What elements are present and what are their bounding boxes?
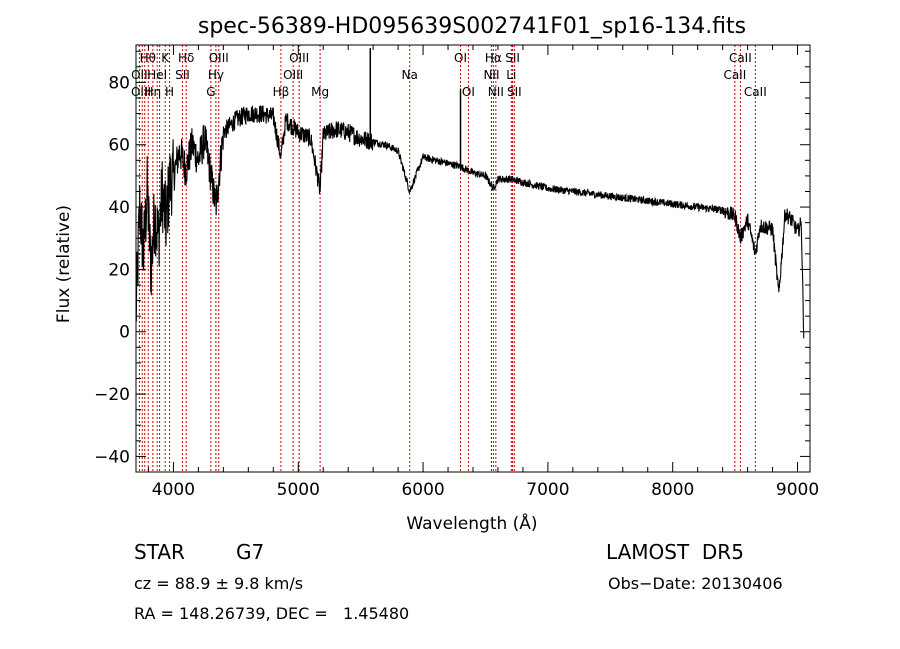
- chart-title: spec-56389-HD095639S002741F01_sp16-134.f…: [198, 14, 746, 39]
- line-marker-label: SII: [505, 51, 520, 65]
- plot-frame: [135, 44, 811, 473]
- line-marker-label: Hγ: [208, 68, 224, 82]
- line-marker-label: G: [206, 85, 215, 99]
- line-marker-label: OI: [454, 51, 467, 65]
- line-marker-label: OI: [462, 85, 475, 99]
- emission-line-markers: [138, 45, 756, 472]
- line-marker-label: Mg: [311, 85, 329, 99]
- line-marker-label: NII: [488, 85, 504, 99]
- y-tick-label: 80: [108, 73, 130, 93]
- spectral-subclass: G7: [236, 540, 265, 564]
- line-marker-label: Hβ: [273, 85, 290, 99]
- y-tick-label: 60: [108, 136, 130, 156]
- line-marker-label: CaII: [729, 51, 752, 65]
- x-tick-label: 9000: [776, 480, 819, 500]
- line-marker-label: Na: [402, 68, 418, 82]
- survey-name: LAMOST DR5: [606, 540, 744, 564]
- spectrum-series: [135, 48, 805, 339]
- y-axis-ticks: −40 −20 0 20 40 60 80: [94, 50, 810, 467]
- line-marker-label: CaII: [744, 85, 767, 99]
- line-marker-label: OIII: [209, 51, 229, 65]
- y-tick-label: 20: [108, 260, 130, 280]
- x-axis-ticks: 4000 5000 6000 7000 8000 9000: [147, 45, 819, 500]
- y-tick-label: 40: [108, 198, 130, 218]
- line-marker-label: OIII: [283, 68, 303, 82]
- y-tick-label: 0: [119, 323, 130, 343]
- x-tick-label: 8000: [651, 480, 694, 500]
- line-marker-label: Hδ: [178, 51, 194, 65]
- line-marker-label: Hα: [485, 51, 502, 65]
- line-marker-label: OIII: [289, 51, 309, 65]
- redshift-text: cz = 88.9 ± 9.8 km/s: [134, 574, 304, 593]
- line-marker-label: CaII: [723, 68, 746, 82]
- line-marker-label: H: [165, 85, 174, 99]
- x-tick-label: 5000: [277, 480, 320, 500]
- object-class: STAR: [134, 540, 185, 564]
- line-marker-label: Hθ: [140, 51, 156, 65]
- line-marker-label: K: [161, 51, 170, 65]
- line-marker-label: SII: [175, 68, 190, 82]
- coordinates-text: RA = 148.26739, DEC = 1.45480: [134, 604, 410, 623]
- observation-date: Obs−Date: 20130406: [608, 574, 783, 593]
- spectrum-line: [135, 105, 805, 339]
- y-tick-label: −20: [94, 385, 130, 405]
- x-axis-label: Wavelength (Å): [406, 512, 537, 534]
- x-tick-label: 7000: [526, 480, 569, 500]
- line-marker-label: Li: [506, 68, 516, 82]
- line-marker-label: OII: [131, 68, 148, 82]
- line-marker-label: SII: [507, 85, 522, 99]
- x-tick-label: 4000: [152, 480, 195, 500]
- line-marker-label: NII: [483, 68, 499, 82]
- y-tick-label: −40: [94, 447, 130, 467]
- y-axis-label: Flux (relative): [54, 205, 74, 323]
- x-tick-label: 6000: [401, 480, 444, 500]
- line-marker-label: HeI: [147, 68, 167, 82]
- line-marker-label: Hη: [145, 85, 162, 99]
